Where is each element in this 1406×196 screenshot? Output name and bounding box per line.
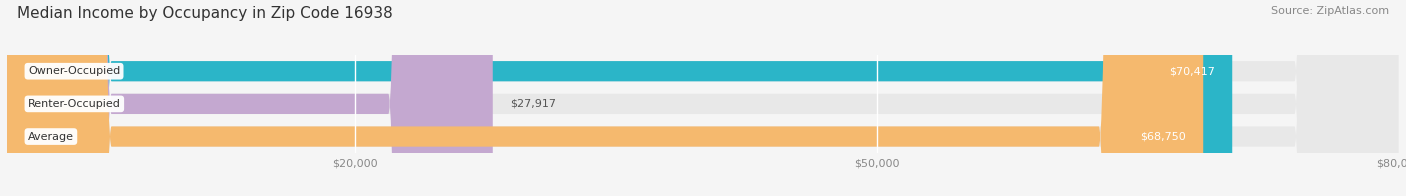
- FancyBboxPatch shape: [7, 0, 1399, 196]
- Text: Owner-Occupied: Owner-Occupied: [28, 66, 120, 76]
- Text: Average: Average: [28, 132, 75, 142]
- Text: Renter-Occupied: Renter-Occupied: [28, 99, 121, 109]
- FancyBboxPatch shape: [7, 0, 492, 196]
- Text: $27,917: $27,917: [510, 99, 557, 109]
- Text: Source: ZipAtlas.com: Source: ZipAtlas.com: [1271, 6, 1389, 16]
- FancyBboxPatch shape: [7, 0, 1399, 196]
- Text: Median Income by Occupancy in Zip Code 16938: Median Income by Occupancy in Zip Code 1…: [17, 6, 392, 21]
- FancyBboxPatch shape: [7, 0, 1232, 196]
- Text: $70,417: $70,417: [1168, 66, 1215, 76]
- Text: $68,750: $68,750: [1140, 132, 1185, 142]
- FancyBboxPatch shape: [7, 0, 1399, 196]
- FancyBboxPatch shape: [7, 0, 1204, 196]
